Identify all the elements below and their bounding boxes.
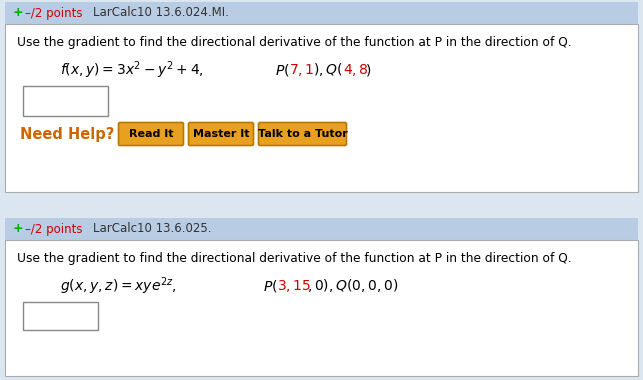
Text: $3, 15$: $3, 15$ [277,278,311,294]
Text: +: + [13,223,24,236]
Text: Read It: Read It [129,129,173,139]
Text: $4, 8$: $4, 8$ [343,62,369,78]
Bar [5,240,638,376]
Text: $f(x, y) = 3x^2 - y^2 + 4,$: $f(x, y) = 3x^2 - y^2 + 4,$ [60,59,204,81]
Text: LarCalc10 13.6.024.MI.: LarCalc10 13.6.024.MI. [93,6,229,19]
Text: $P($: $P($ [275,62,290,78]
FancyBboxPatch shape [118,122,183,146]
Text: LarCalc10 13.6.025.: LarCalc10 13.6.025. [93,223,212,236]
FancyBboxPatch shape [258,122,347,146]
FancyBboxPatch shape [188,122,253,146]
Bar [5,24,638,192]
Text: Need Help?: Need Help? [20,127,114,141]
Text: $, 0), Q(0, 0, 0)$: $, 0), Q(0, 0, 0)$ [307,277,399,294]
Text: $), Q($: $), Q($ [313,62,343,79]
Text: –/2 points: –/2 points [25,6,82,19]
Text: $P($: $P($ [263,278,278,294]
Text: Use the gradient to find the directional derivative of the function at P in the : Use the gradient to find the directional… [17,36,572,49]
Text: Master It: Master It [193,129,249,139]
Text: $g(x, y, z) = xye^{2z},$: $g(x, y, z) = xye^{2z},$ [60,275,177,297]
Bar [5,218,638,240]
Text: –/2 points: –/2 points [25,223,82,236]
Bar [23,302,98,330]
Text: $7, 1$: $7, 1$ [289,62,314,78]
Text: Talk to a Tutor: Talk to a Tutor [258,129,347,139]
Text: $)$: $)$ [365,62,371,78]
Bar [5,2,638,24]
Bar [23,86,108,116]
Text: Use the gradient to find the directional derivative of the function at P in the : Use the gradient to find the directional… [17,252,572,265]
Text: +: + [13,6,24,19]
